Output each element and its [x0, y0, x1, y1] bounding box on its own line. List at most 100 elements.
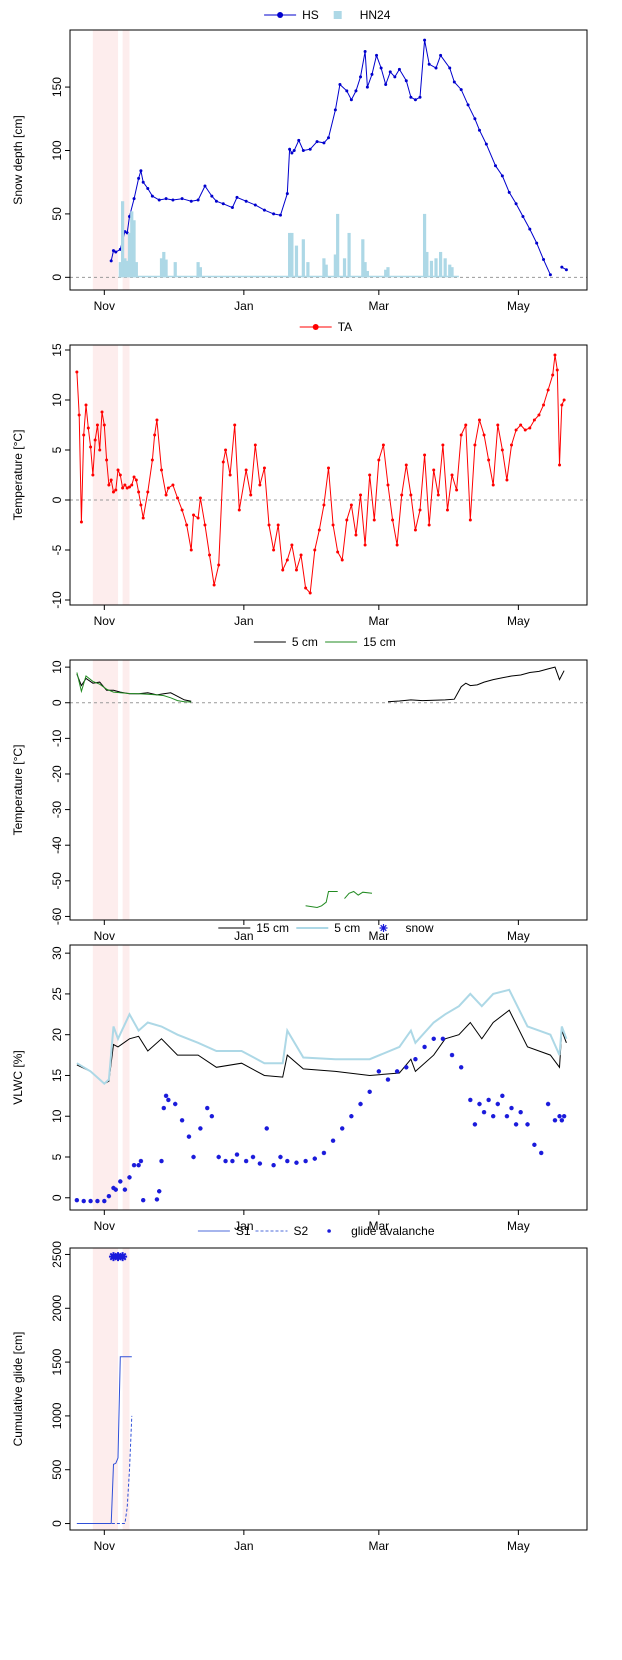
data-point	[532, 418, 536, 422]
data-point	[180, 508, 184, 512]
data-point	[208, 553, 212, 557]
data-point	[216, 1154, 221, 1160]
series-line	[76, 1356, 132, 1524]
y-tick-label: -5	[50, 544, 64, 555]
data-point	[333, 108, 337, 112]
data-point	[308, 591, 312, 595]
data-point	[79, 520, 83, 524]
series-glide-avalanche	[108, 1252, 128, 1262]
data-point	[235, 195, 239, 199]
data-point	[322, 503, 326, 507]
data-point	[385, 1077, 391, 1082]
y-axis-label: Temperature [°C]	[11, 745, 25, 836]
data-point	[394, 1069, 400, 1074]
data-point	[196, 516, 200, 520]
x-tick-label: Mar	[368, 1219, 389, 1233]
data-point	[473, 443, 477, 447]
data-point	[86, 426, 90, 430]
data-point	[141, 516, 145, 520]
data-point	[203, 523, 207, 527]
y-tick-label: 0	[50, 1520, 64, 1527]
bar	[365, 270, 369, 278]
data-point	[365, 85, 369, 89]
data-point	[98, 448, 102, 452]
data-point	[359, 493, 363, 497]
data-point	[294, 568, 298, 572]
data-point	[315, 140, 319, 144]
data-point	[233, 423, 237, 427]
series-line	[76, 1009, 567, 1085]
data-point	[164, 493, 168, 497]
bar	[438, 251, 443, 278]
data-point	[455, 488, 459, 492]
data-point	[141, 180, 145, 184]
y-tick-label: 0	[50, 1194, 64, 1201]
data-point	[141, 1198, 146, 1203]
plot-frame	[69, 1247, 588, 1531]
data-point	[285, 192, 289, 196]
y-tick-label: 50	[50, 207, 64, 221]
data-point	[127, 485, 131, 489]
data-point	[495, 1101, 500, 1107]
data-point	[258, 483, 262, 487]
x-tick-label: Mar	[368, 929, 389, 943]
data-point	[345, 89, 349, 93]
data-point	[230, 206, 234, 210]
data-point	[535, 241, 539, 245]
x-tick-label: Jan	[234, 614, 253, 628]
panel-soil: -60 -50 -40 -30 -20 -10 0 10 Temperature [°C] Nov…	[11, 635, 588, 943]
data-point	[491, 1114, 496, 1119]
y-tick-label: 2500	[50, 1241, 64, 1268]
data-point	[106, 1193, 112, 1199]
data-point	[354, 533, 358, 537]
y-tick-label: 2000	[50, 1295, 64, 1322]
data-point	[560, 403, 564, 407]
data-point	[312, 1156, 317, 1161]
data-point	[113, 1187, 118, 1192]
data-point	[146, 490, 150, 494]
x-tick-label: Jan	[234, 1219, 253, 1233]
data-point	[452, 80, 456, 84]
data-point	[431, 1036, 436, 1041]
data-point	[330, 1138, 336, 1143]
data-point	[376, 1069, 382, 1074]
data-point	[272, 212, 276, 216]
legend-label: 5 cm	[292, 635, 318, 649]
bar	[132, 220, 136, 278]
data-point	[559, 1118, 565, 1123]
data-point	[368, 473, 372, 477]
data-point	[555, 368, 559, 372]
data-point	[139, 503, 143, 507]
panel-glide: 0 500 1000 1500 2000 2500 Cumulative glide [cm…	[11, 1224, 588, 1553]
x-tick-label: Nov	[94, 1219, 115, 1233]
data-point	[303, 1158, 308, 1164]
y-tick-label: -20	[50, 765, 64, 783]
y-tick-label: 100	[50, 140, 64, 160]
data-point	[113, 1252, 123, 1262]
data-point	[427, 62, 431, 66]
series-line	[305, 891, 338, 909]
y-tick-label: 1500	[50, 1348, 64, 1375]
data-point	[349, 98, 353, 102]
data-point	[338, 83, 342, 87]
data-point	[358, 1101, 363, 1107]
data-point	[285, 558, 289, 562]
data-point	[77, 413, 81, 417]
data-point	[510, 443, 514, 447]
bar	[333, 254, 337, 278]
legend-swatch	[333, 11, 342, 19]
bar	[125, 260, 129, 278]
legend-label: HN24	[360, 8, 391, 22]
plot-frame	[69, 29, 588, 291]
data-point	[153, 433, 157, 437]
data-point	[281, 568, 285, 572]
data-point	[327, 136, 330, 140]
data-point	[321, 1150, 327, 1156]
series-15-cm	[76, 672, 373, 909]
data-point	[297, 138, 301, 142]
data-point	[473, 117, 477, 121]
data-point	[313, 548, 317, 552]
data-point	[308, 147, 312, 151]
data-point	[132, 475, 136, 479]
data-point	[404, 463, 408, 467]
